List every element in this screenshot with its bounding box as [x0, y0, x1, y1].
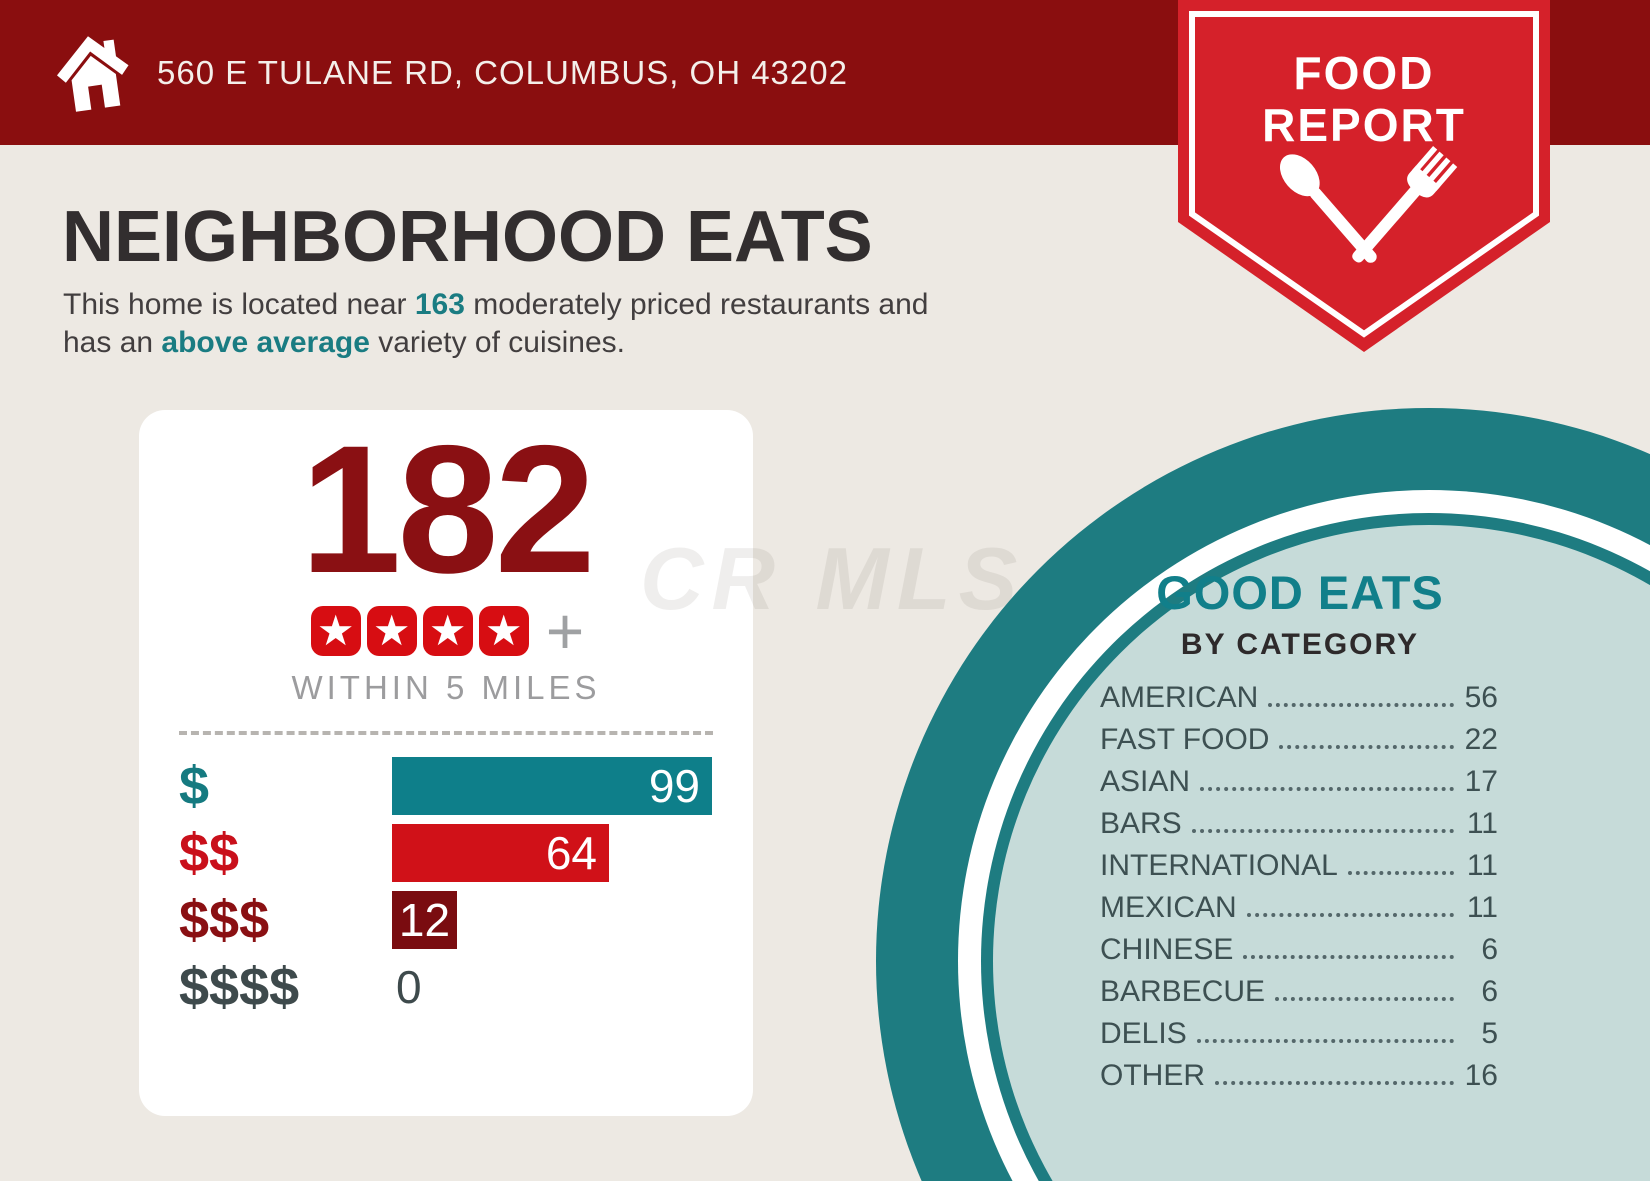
total-restaurants-value: 182: [300, 407, 596, 611]
dotted-leader: [1268, 703, 1454, 707]
intro-line2: has an above average variety of cuisines…: [63, 326, 625, 359]
dotted-leader: [1200, 787, 1454, 791]
price-tier-bar: 64: [392, 824, 609, 882]
star-icon: ★: [422, 606, 473, 656]
list-item: CHINESE 6: [1100, 925, 1498, 967]
list-item: DELIS 5: [1100, 1009, 1498, 1051]
food-report-ribbon: FOOD REPORT: [1178, 0, 1550, 352]
page-title: NEIGHBORHOOD EATS: [62, 197, 873, 277]
category-value: 6: [1481, 933, 1498, 966]
price-tier-row: $$$ 12: [179, 891, 713, 949]
dotted-leader: [1279, 745, 1454, 749]
category-value: 56: [1464, 681, 1498, 714]
price-tier-label: $: [179, 756, 210, 816]
category-label: MEXICAN: [1100, 891, 1237, 924]
category-label: AMERICAN: [1100, 681, 1259, 714]
list-item: BARS 11: [1100, 799, 1498, 841]
price-tier-chart: $ 99 $$ 64 $$$ 12 $$$$ 0: [139, 757, 753, 1016]
star-icon: ★: [366, 606, 417, 656]
dotted-leader: [1191, 829, 1454, 833]
price-tier-row: $$ 64: [179, 824, 713, 882]
good-eats-category-list: AMERICAN 56 FAST FOOD 22 ASIAN 17 BARS 1…: [1100, 673, 1498, 1093]
price-tier-label: $$$$: [179, 957, 300, 1017]
crossed-utensils-icon: [1279, 146, 1458, 263]
category-label: BARBECUE: [1100, 975, 1266, 1008]
category-value: 16: [1464, 1059, 1498, 1092]
home-icon: [56, 36, 129, 112]
dotted-leader: [1215, 1081, 1454, 1085]
category-value: 11: [1466, 849, 1498, 882]
category-value: 17: [1464, 765, 1498, 798]
price-tier-value: 99: [648, 760, 700, 812]
intro-copy: This home is located near 163 moderately…: [63, 286, 929, 362]
list-item: INTERNATIONAL 11: [1100, 841, 1498, 883]
category-value: 5: [1481, 1017, 1498, 1050]
good-eats-subtitle: BY CATEGORY: [1180, 628, 1420, 661]
star-icon: ★: [478, 606, 529, 656]
star-rating: ★ ★ ★ ★ +: [139, 594, 753, 668]
price-tier-label: $$: [179, 823, 240, 883]
ribbon-title-line1: FOOD: [1293, 47, 1435, 99]
dotted-leader: [1275, 997, 1454, 1001]
category-label: OTHER: [1100, 1059, 1205, 1092]
category-label: DELIS: [1100, 1017, 1187, 1050]
price-tier-label: $$$: [179, 890, 270, 950]
restaurant-summary-card: 182 ★ ★ ★ ★ + WITHIN 5 MILES $ 99 $$ 64 …: [139, 410, 753, 1116]
list-item: BARBECUE 6: [1100, 967, 1498, 1009]
restaurant-count-highlight: 163: [414, 288, 465, 321]
category-value: 6: [1481, 975, 1498, 1008]
radius-caption: WITHIN 5 MILES: [291, 669, 601, 706]
property-address: 560 E TULANE RD, COLUMBUS, OH 43202: [157, 53, 848, 91]
category-value: 22: [1464, 723, 1498, 756]
watermark: CR MLS: [640, 529, 1026, 628]
category-label: CHINESE: [1100, 933, 1234, 966]
category-value: 11: [1466, 807, 1498, 840]
category-label: FAST FOOD: [1100, 723, 1270, 756]
ribbon-title-line2: REPORT: [1262, 99, 1466, 151]
good-eats-header: GOOD EATS BY CATEGORY: [1060, 565, 1540, 662]
price-tier-row: $ 99: [179, 757, 713, 815]
intro-line1: This home is located near 163 moderately…: [63, 288, 929, 321]
plus-icon: +: [545, 594, 585, 668]
dotted-leader: [1243, 955, 1454, 959]
category-label: INTERNATIONAL: [1100, 849, 1338, 882]
dotted-leader: [1196, 1039, 1454, 1043]
star-icon: ★: [310, 606, 361, 656]
dotted-leader: [1347, 871, 1454, 875]
price-tier-row: $$$$ 0: [179, 958, 713, 1016]
variety-highlight: above average: [161, 326, 370, 359]
dashed-divider: [179, 731, 713, 735]
price-tier-value: 12: [398, 894, 451, 946]
dotted-leader: [1246, 913, 1454, 917]
list-item: MEXICAN 11: [1100, 883, 1498, 925]
category-label: ASIAN: [1100, 765, 1191, 798]
list-item: FAST FOOD 22: [1100, 715, 1498, 757]
list-item: AMERICAN 56: [1100, 673, 1498, 715]
good-eats-title: GOOD EATS: [1156, 566, 1444, 619]
list-item: OTHER 16: [1100, 1051, 1498, 1093]
price-tier-value: 0: [396, 961, 422, 1013]
category-value: 11: [1466, 891, 1498, 924]
price-tier-bar: 12: [392, 891, 457, 949]
price-tier-bar: 99: [392, 757, 712, 815]
category-label: BARS: [1100, 807, 1182, 840]
list-item: ASIAN 17: [1100, 757, 1498, 799]
price-tier-value: 64: [545, 827, 597, 879]
